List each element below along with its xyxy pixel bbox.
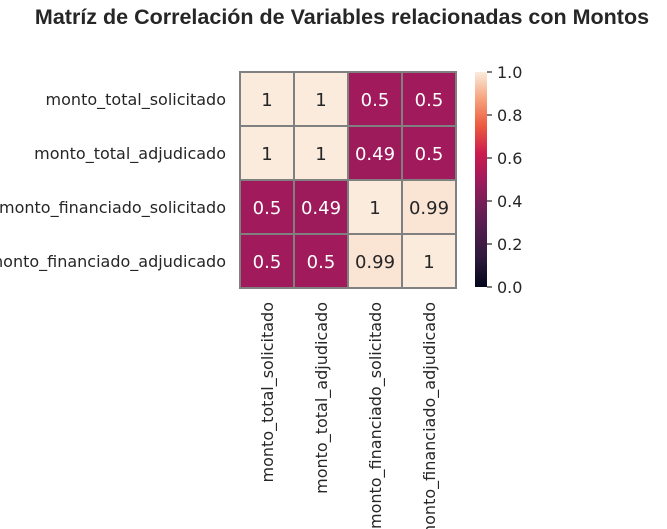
cell-annotation: 0.5 <box>361 90 390 111</box>
colorbar-gradient <box>475 72 487 287</box>
cell-annotation: 1 <box>369 198 380 219</box>
cell-annotation: 1 <box>423 252 434 273</box>
heatmap-cell <box>293 233 349 289</box>
colorbar: 0.0 0.2 0.4 0.6 0.8 1.0 <box>475 63 522 297</box>
column-tick-label: monto_financiado_adjudicado <box>420 302 440 529</box>
row-tick-label: monto_financiado_adjudicado <box>0 252 226 272</box>
column-tick-label: monto_total_solicitado <box>258 302 278 482</box>
cell-annotation: 0.49 <box>301 198 341 219</box>
colorbar-tick-label: 0.0 <box>497 278 522 297</box>
cell-annotation: 0.5 <box>307 252 336 273</box>
row-tick-label: monto_total_solicitado <box>46 90 226 110</box>
cell-annotation: 1 <box>315 90 326 111</box>
heatmap-cells: 1 1 0.5 0.5 1 1 0.49 0.5 0.5 0.49 1 0.99 0.5 0.5 0.99 1 <box>239 71 457 289</box>
heatmap-cell <box>293 125 349 181</box>
colorbar-tick-label: 0.6 <box>497 149 522 168</box>
cell-annotation: 0.5 <box>415 144 444 165</box>
chart-title: Matríz de Correlación de Variables relac… <box>35 5 649 29</box>
heatmap-cell <box>401 233 457 289</box>
colorbar-tick-label: 0.8 <box>497 106 522 125</box>
heatmap-cell <box>293 179 349 235</box>
cell-annotation: 0.5 <box>253 252 282 273</box>
colorbar-tick-label: 0.2 <box>497 235 522 254</box>
colorbar-tick-label: 0.4 <box>497 192 522 211</box>
heatmap-cell <box>239 71 295 127</box>
cell-annotation: 0.99 <box>409 198 449 219</box>
row-tick-label: monto_financiado_solicitado <box>0 198 226 218</box>
cell-annotation: 0.49 <box>355 144 395 165</box>
column-tick-label: monto_total_adjudicado <box>312 302 332 494</box>
heatmap-cell <box>401 71 457 127</box>
column-tick-labels: monto_total_solicitado monto_total_adjudi… <box>258 302 440 529</box>
cell-annotation: 0.99 <box>355 252 395 273</box>
heatmap-cell <box>239 233 295 289</box>
heatmap-cell <box>401 125 457 181</box>
cell-annotation: 0.5 <box>415 90 444 111</box>
cell-annotation: 1 <box>261 90 272 111</box>
colorbar-tick-label: 1.0 <box>497 63 522 82</box>
cell-annotation: 1 <box>261 144 272 165</box>
column-tick-label: monto_financiado_solicitado <box>366 302 386 529</box>
cell-annotation: 0.5 <box>253 198 282 219</box>
heatmap-cell <box>401 179 457 235</box>
cell-annotation: 1 <box>315 144 326 165</box>
row-tick-labels: monto_total_solicitado monto_total_adjudi… <box>0 90 226 272</box>
row-tick-label: monto_total_adjudicado <box>34 144 226 164</box>
